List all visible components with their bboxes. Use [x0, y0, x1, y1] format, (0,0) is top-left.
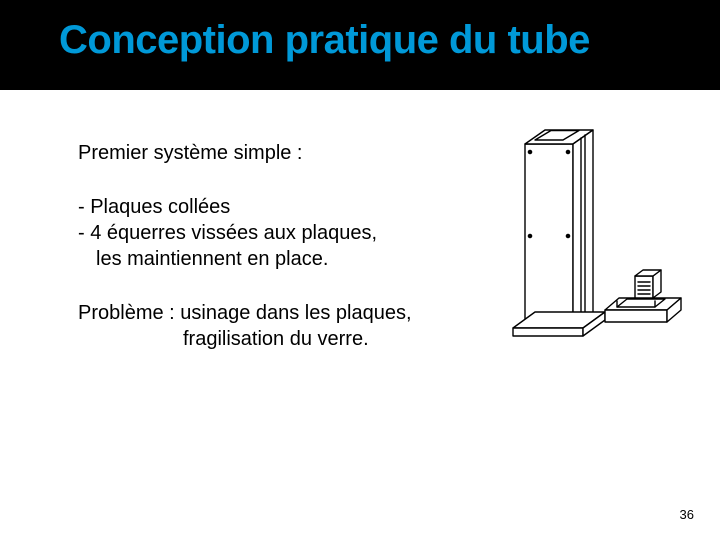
page-number: 36 — [680, 507, 694, 522]
body-text: Premier système simple : - Plaques collé… — [78, 140, 478, 352]
problem-line-continuation: fragilisation du verre. — [78, 326, 478, 352]
bullet-item: - 4 équerres vissées aux plaques, — [78, 220, 478, 246]
intro-line: Premier système simple : — [78, 140, 478, 166]
problem-text: Problème : usinage dans les plaques, fra… — [78, 300, 478, 352]
slide-title: Conception pratique du tube — [59, 18, 590, 63]
tube-assembly-diagram — [485, 108, 685, 388]
bullet-item-continuation: les maintiennent en place. — [78, 246, 478, 272]
problem-line: Problème : usinage dans les plaques, — [78, 300, 478, 326]
bullet-item: - Plaques collées — [78, 194, 478, 220]
bullet-list: - Plaques collées - 4 équerres vissées a… — [78, 194, 478, 272]
title-bar: Conception pratique du tube — [0, 0, 720, 90]
